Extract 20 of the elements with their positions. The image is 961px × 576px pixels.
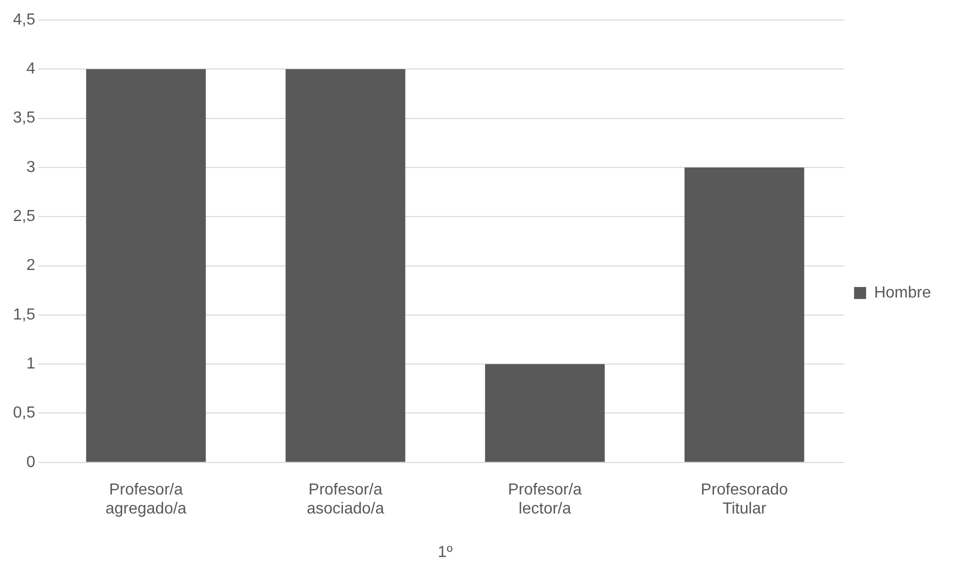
x-axis-title: 1º (438, 544, 453, 561)
bar (684, 167, 804, 462)
y-tick-label: 4 (26, 60, 36, 78)
x-tick-label: Profesor/a lector/a (508, 481, 582, 518)
x-tick-label: Profesorado Titular (700, 481, 788, 518)
y-tick-label: 0,5 (12, 404, 36, 422)
y-tick-label: 1,5 (12, 306, 36, 324)
x-tick-label: Profesor/a asociado/a (306, 481, 384, 518)
bar (86, 69, 206, 462)
bar (485, 364, 605, 462)
bar (286, 69, 406, 462)
y-tick-label: 3 (26, 158, 36, 176)
legend-label: Hombre (874, 284, 932, 302)
y-tick-label: 3,5 (12, 110, 36, 127)
y-tick-label: 2 (26, 257, 36, 274)
y-tick-label: 4,5 (12, 11, 36, 28)
y-tick-label: 2,5 (12, 208, 36, 226)
x-tick-label: Profesor/a agregado/a (105, 481, 187, 518)
y-tick-label: 1 (26, 355, 36, 372)
y-tick-label: 0 (26, 454, 36, 471)
